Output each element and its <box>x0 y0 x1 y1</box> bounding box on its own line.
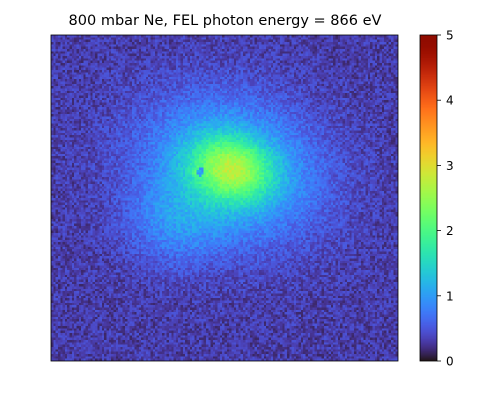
colorbar-ticks: 0 1 2 3 4 5 <box>437 29 454 369</box>
heatmap-image <box>51 35 398 361</box>
colorbar-gradient <box>420 35 437 361</box>
colorbar: 0 1 2 3 4 5 <box>419 29 454 369</box>
colorbar-frame <box>419 34 438 362</box>
colorbar-tick-label-2: 2 <box>446 224 454 238</box>
colorbar-tick-label-1: 1 <box>446 289 454 303</box>
colorbar-tick-label-4: 4 <box>446 94 454 108</box>
colorbar-tick-label-3: 3 <box>446 159 454 173</box>
heatmap-plot <box>50 34 399 362</box>
colorbar-tick-label-0: 0 <box>446 355 454 369</box>
plot-frame <box>50 34 399 362</box>
chart-title: 800 mbar Ne, FEL photon energy = 866 eV <box>69 13 382 29</box>
colorbar-tick-label-5: 5 <box>446 29 454 43</box>
